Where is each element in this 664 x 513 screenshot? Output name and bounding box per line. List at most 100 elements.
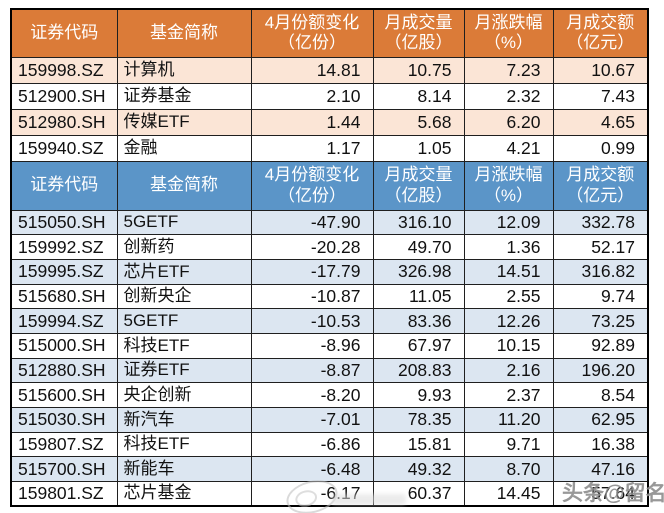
- volume-cell: 326.98: [373, 259, 464, 284]
- header-cell-volume: 月成交量（亿股）: [373, 9, 464, 57]
- share-change-cell: -8.87: [251, 358, 373, 383]
- pct-change-cell: 11.20: [464, 408, 553, 433]
- header-label: 月涨跌幅: [465, 165, 553, 185]
- table-row: 515600.SH央企创新-8.209.932.378.54: [11, 383, 648, 408]
- share-change-cell: -47.90: [251, 210, 373, 235]
- pct-change-cell: 4.21: [464, 135, 553, 161]
- header-cell-name: 基金简称: [117, 9, 251, 57]
- header-label: 4月份额变化: [252, 13, 373, 33]
- table-row: 515030.SH新汽车-7.0178.3511.2062.95: [11, 408, 648, 433]
- code-cell: 159940.SZ: [11, 135, 117, 161]
- share-change-cell: -10.87: [251, 284, 373, 309]
- screenshot-root: 证券代码 基金简称 4月份额变化（亿份） 月成交量（亿股） 月涨跌幅（%） 月成…: [0, 0, 664, 513]
- share-change-cell: -20.28: [251, 235, 373, 260]
- name-cell: 5GETF: [117, 210, 251, 235]
- header-label: 证券代码: [12, 175, 117, 195]
- orange-section-header: 证券代码 基金简称 4月份额变化（亿份） 月成交量（亿股） 月涨跌幅（%） 月成…: [11, 9, 648, 57]
- header-unit: （%）: [465, 33, 553, 53]
- pct-change-cell: 14.45: [464, 482, 553, 507]
- header-cell-code: 证券代码: [11, 9, 117, 57]
- code-cell: 515050.SH: [11, 210, 117, 235]
- share-change-cell: -7.01: [251, 408, 373, 433]
- table-row: 159994.SZ5GETF-10.5383.3612.2673.25: [11, 309, 648, 334]
- header-row: 证券代码 基金简称 4月份额变化（亿份） 月成交量（亿股） 月涨跌幅（%） 月成…: [11, 161, 648, 210]
- code-cell: 512980.SH: [11, 109, 117, 135]
- pct-change-cell: 2.37: [464, 383, 553, 408]
- pct-change-cell: 6.20: [464, 109, 553, 135]
- name-cell: 科技ETF: [117, 333, 251, 358]
- code-cell: 159998.SZ: [11, 57, 117, 83]
- header-unit: （亿元）: [554, 186, 648, 206]
- code-cell: 159807.SZ: [11, 432, 117, 457]
- pct-change-cell: 8.70: [464, 457, 553, 482]
- pct-change-cell: 1.36: [464, 235, 553, 260]
- name-cell: 芯片基金: [117, 482, 251, 507]
- name-cell: 5GETF: [117, 309, 251, 334]
- header-unit: （亿股）: [374, 186, 464, 206]
- volume-cell: 67.97: [373, 333, 464, 358]
- volume-cell: 1.05: [373, 135, 464, 161]
- turnover-cell: 52.17: [553, 235, 648, 260]
- header-label: 4月份额变化: [252, 165, 373, 185]
- share-change-cell: -8.96: [251, 333, 373, 358]
- turnover-cell: 8.54: [553, 383, 648, 408]
- pct-change-cell: 7.23: [464, 57, 553, 83]
- header-label: 基金简称: [118, 175, 251, 195]
- orange-section-rows: 159998.SZ计算机14.8110.757.2310.67512900.SH…: [11, 57, 648, 161]
- turnover-cell: 4.65: [553, 109, 648, 135]
- turnover-cell: 62.95: [553, 408, 648, 433]
- code-cell: 515680.SH: [11, 284, 117, 309]
- header-cell-share-change: 4月份额变化（亿份）: [251, 161, 373, 210]
- volume-cell: 49.32: [373, 457, 464, 482]
- volume-cell: 15.81: [373, 432, 464, 457]
- table-row: 512900.SH证券基金2.108.142.327.43: [11, 83, 648, 109]
- turnover-cell: 10.67: [553, 57, 648, 83]
- header-cell-turnover: 月成交额（亿元）: [553, 161, 648, 210]
- header-cell-share-change: 4月份额变化（亿份）: [251, 9, 373, 57]
- blue-section-header: 证券代码 基金简称 4月份额变化（亿份） 月成交量（亿股） 月涨跌幅（%） 月成…: [11, 161, 648, 210]
- volume-cell: 208.83: [373, 358, 464, 383]
- name-cell: 科技ETF: [117, 432, 251, 457]
- table-row: 512880.SH证券ETF-8.87208.832.16196.20: [11, 358, 648, 383]
- turnover-cell: 332.78: [553, 210, 648, 235]
- table-row: 515680.SH创新央企-10.8711.052.559.74: [11, 284, 648, 309]
- code-cell: 159995.SZ: [11, 259, 117, 284]
- name-cell: 传媒ETF: [117, 109, 251, 135]
- turnover-cell: 16.38: [553, 432, 648, 457]
- code-cell: 512900.SH: [11, 83, 117, 109]
- code-cell: 512880.SH: [11, 358, 117, 383]
- name-cell: 新汽车: [117, 408, 251, 433]
- volume-cell: 9.93: [373, 383, 464, 408]
- volume-cell: 10.75: [373, 57, 464, 83]
- header-label: 月成交额: [554, 165, 648, 185]
- stamp-smudge-watermark: [332, 494, 406, 505]
- share-change-cell: -8.20: [251, 383, 373, 408]
- table-row: 159940.SZ金融1.171.054.210.99: [11, 135, 648, 161]
- volume-cell: 11.05: [373, 284, 464, 309]
- header-unit: （亿份）: [252, 33, 373, 53]
- share-change-cell: 14.81: [251, 57, 373, 83]
- volume-cell: 5.68: [373, 109, 464, 135]
- code-cell: 515000.SH: [11, 333, 117, 358]
- table-row: 515000.SH科技ETF-8.9667.9710.1592.89: [11, 333, 648, 358]
- header-unit: （%）: [465, 186, 553, 206]
- name-cell: 新能车: [117, 457, 251, 482]
- volume-cell: 83.36: [373, 309, 464, 334]
- share-change-cell: 1.44: [251, 109, 373, 135]
- header-row: 证券代码 基金简称 4月份额变化（亿份） 月成交量（亿股） 月涨跌幅（%） 月成…: [11, 9, 648, 57]
- share-change-cell: -6.86: [251, 432, 373, 457]
- turnover-cell: 316.82: [553, 259, 648, 284]
- name-cell: 央企创新: [117, 383, 251, 408]
- name-cell: 证券基金: [117, 83, 251, 109]
- code-cell: 159994.SZ: [11, 309, 117, 334]
- header-label: 月成交量: [374, 13, 464, 33]
- volume-cell: 78.35: [373, 408, 464, 433]
- header-cell-name: 基金简称: [117, 161, 251, 210]
- header-unit: （亿股）: [374, 33, 464, 53]
- header-label: 证券代码: [12, 23, 117, 43]
- table-row: 512980.SH传媒ETF1.445.686.204.65: [11, 109, 648, 135]
- pct-change-cell: 2.55: [464, 284, 553, 309]
- name-cell: 创新央企: [117, 284, 251, 309]
- table-row: 159992.SZ创新药-20.2849.701.3652.17: [11, 235, 648, 260]
- turnover-cell: 196.20: [553, 358, 648, 383]
